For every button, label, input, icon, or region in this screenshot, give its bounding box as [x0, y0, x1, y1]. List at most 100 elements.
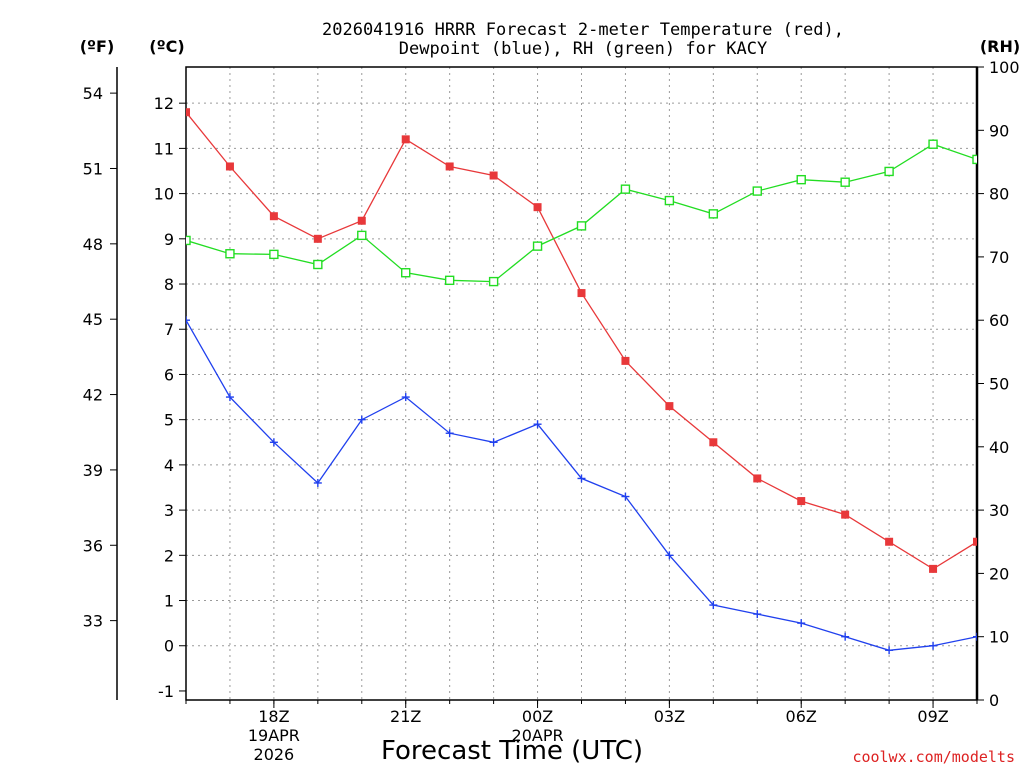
fahrenheit-tick-label: 48 — [83, 235, 103, 254]
dewpoint-point — [445, 429, 454, 438]
rh-point — [313, 259, 323, 270]
dewpoint-point — [533, 420, 542, 429]
rh-point — [357, 230, 367, 241]
x-axis-label: Forecast Time (UTC) — [381, 736, 643, 766]
rh-point — [928, 139, 938, 149]
temperature-point — [489, 171, 498, 180]
dewpoint-point — [225, 393, 234, 402]
rh-point — [840, 177, 850, 187]
dewpoint-point — [973, 632, 977, 641]
rh-point — [225, 249, 235, 259]
plot-frame — [185, 66, 978, 701]
fahrenheit-tick-label: 33 — [83, 612, 103, 631]
rh-point — [186, 235, 191, 246]
gridlines — [186, 67, 977, 700]
celsius-tick-label: 12 — [154, 94, 174, 113]
temperature-point — [533, 203, 542, 212]
rh-tick-label: 70 — [989, 248, 1009, 267]
rh-tick-label: 50 — [989, 375, 1009, 394]
rh-point — [884, 166, 894, 177]
temperature-point — [621, 356, 630, 365]
rh-tick-label: 10 — [989, 628, 1009, 647]
x-tick-year: 2026 — [254, 745, 295, 764]
rh-point — [488, 276, 499, 287]
celsius-tick-label: 4 — [164, 456, 174, 475]
rh-point — [269, 249, 279, 260]
rh-point — [752, 186, 762, 196]
dewpoint-point — [357, 415, 366, 424]
celsius-tick-label: 9 — [164, 230, 174, 249]
x-tick-label: 21Z — [390, 707, 421, 726]
fahrenheit-unit-label: (ºF) — [80, 37, 115, 56]
data-series — [186, 108, 977, 655]
celsius-tick-label: 5 — [164, 411, 174, 430]
celsius-tick-label: 0 — [164, 637, 174, 656]
dewpoint-point — [186, 316, 190, 325]
celsius-tick-label: 6 — [164, 365, 174, 384]
celsius-tick-label: 2 — [164, 546, 174, 565]
temperature-point — [841, 510, 850, 519]
rh-point — [972, 154, 977, 165]
x-tick-label: 00Z — [522, 707, 553, 726]
dewpoint-point — [929, 641, 938, 650]
rh-tick-label: 90 — [989, 121, 1009, 140]
temperature-point — [313, 234, 322, 243]
temperature-point — [186, 108, 190, 117]
temperature-point — [973, 537, 977, 546]
dewpoint-point — [753, 610, 762, 619]
fahrenheit-tick-label: 54 — [83, 84, 103, 103]
celsius-unit-label: (ºC) — [149, 37, 184, 56]
temperature-point — [225, 162, 234, 171]
fahrenheit-tick-label: 45 — [83, 310, 103, 329]
rh-tick-label: 80 — [989, 185, 1009, 204]
temperature-point — [885, 537, 894, 546]
x-tick-label: 18Z — [258, 707, 289, 726]
temperature-point — [797, 497, 806, 506]
fahrenheit-tick-label: 42 — [83, 386, 103, 405]
celsius-tick-label: 7 — [164, 320, 174, 339]
celsius-tick-label: 10 — [154, 185, 174, 204]
celsius-tick-label: 1 — [164, 592, 174, 611]
dewpoint-point — [709, 601, 718, 610]
rh-tick-label: 20 — [989, 564, 1009, 583]
axes — [110, 66, 984, 708]
rh-tick-label: 30 — [989, 501, 1009, 520]
fahrenheit-tick-label: 36 — [83, 536, 103, 555]
series-group — [186, 108, 977, 655]
dewpoint-point — [401, 393, 410, 402]
dewpoint-point — [885, 646, 894, 655]
x-tick-date: 20APR — [512, 726, 564, 745]
rh-tick-label: 60 — [989, 311, 1009, 330]
temperature-point — [445, 162, 454, 171]
dewpoint-point — [269, 438, 278, 447]
dewpoint-point — [797, 619, 806, 628]
celsius-tick-label: -1 — [158, 682, 174, 701]
temperature-point — [709, 438, 718, 447]
rh-tick-label: 0 — [989, 691, 999, 710]
temperature-point — [665, 402, 674, 411]
rh-point — [664, 195, 675, 206]
temperature-point — [753, 474, 762, 483]
rh-unit-label: (RH) — [980, 37, 1020, 56]
dewpoint-point — [621, 492, 630, 501]
celsius-tick-label: 8 — [164, 275, 174, 294]
temperature-point — [577, 289, 586, 298]
x-tick-label: 03Z — [654, 707, 685, 726]
dewpoint-point — [841, 632, 850, 641]
temperature-point — [269, 212, 278, 221]
rh-tick-label: 40 — [989, 438, 1009, 457]
fahrenheit-tick-label: 39 — [83, 461, 103, 480]
celsius-tick-label: 11 — [154, 139, 174, 158]
tick-labels: -101234567891011123336394245485154010203… — [83, 58, 1020, 764]
chart-title-line1: 2026041916 HRRR Forecast 2-meter Tempera… — [322, 20, 844, 40]
rh-point — [708, 209, 719, 219]
fahrenheit-tick-label: 51 — [83, 159, 103, 178]
rh-point — [401, 268, 411, 278]
rh-point — [796, 174, 806, 185]
temperature-point — [357, 216, 366, 225]
x-tick-label: 09Z — [917, 707, 948, 726]
credit-link[interactable]: coolwx.com/modelts — [852, 748, 1015, 766]
x-tick-date: 19APR — [248, 726, 300, 745]
rh-point — [444, 275, 455, 286]
